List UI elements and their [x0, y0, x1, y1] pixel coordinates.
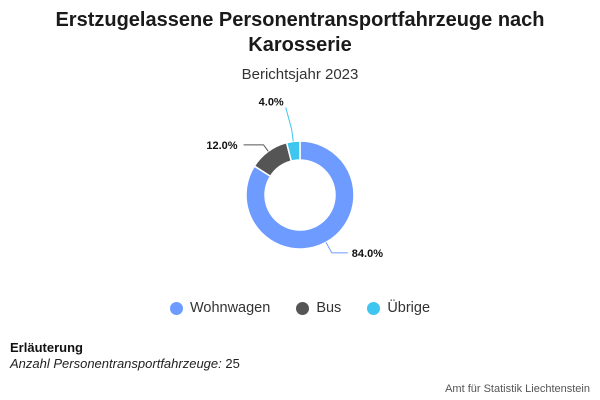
- legend-swatch-uebrige: [367, 301, 381, 315]
- chart-subtitle: Berichtsjahr 2023: [241, 66, 359, 83]
- legend-label-bus: Bus: [316, 300, 342, 316]
- donut-slice-wohnwagen[interactable]: [245, 140, 355, 250]
- note-heading: Erläuterung: [10, 340, 83, 355]
- legend-swatch-bus: [296, 301, 310, 315]
- source-credit: Amt für Statistik Liechtenstein: [445, 383, 590, 395]
- data-label-bus: 12.0%: [206, 140, 237, 152]
- data-label-uebrige: 4.0%: [259, 97, 284, 109]
- connector-uebrige: [285, 107, 294, 142]
- data-label-wohnwagen: 84.0%: [352, 248, 383, 260]
- legend-label-wohnwagen: Wohnwagen: [189, 300, 271, 316]
- chart-legend: Wohnwagen Bus Übrige: [0, 300, 600, 316]
- legend-swatch-wohnwagen: [169, 301, 183, 315]
- donut-chart: 84.0% 12.0% 4.0%: [206, 97, 383, 260]
- donut-slice-uebrige[interactable]: [285, 140, 301, 163]
- legend-item-uebrige[interactable]: Übrige: [367, 300, 430, 316]
- chart-title: Erstzugelassene Personentransportfahrzeu…: [55, 9, 545, 56]
- note-label: Anzahl Personentransportfahrzeuge:: [10, 356, 222, 371]
- legend-item-wohnwagen[interactable]: Wohnwagen: [169, 300, 271, 316]
- legend-item-bus[interactable]: Bus: [296, 300, 341, 316]
- note-value: 25: [225, 356, 240, 371]
- connector-bus: [243, 144, 269, 152]
- connector-wohnwagen: [325, 242, 348, 254]
- note-text: Anzahl Personentransportfahrzeuge: 25: [10, 356, 240, 371]
- legend-label-uebrige: Übrige: [387, 300, 431, 316]
